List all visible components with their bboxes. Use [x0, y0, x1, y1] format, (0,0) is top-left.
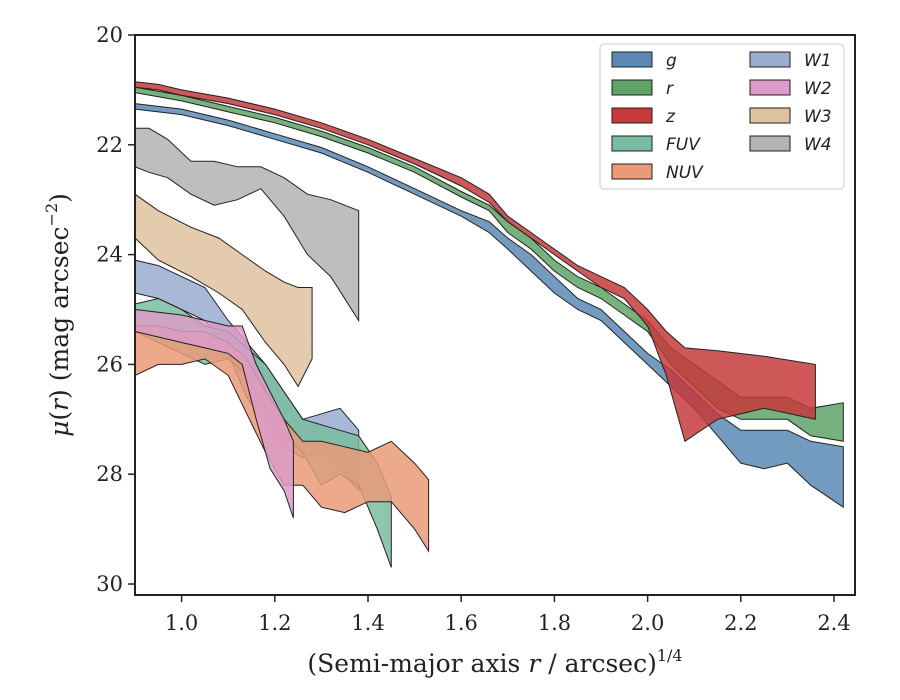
x-tick-label: 2.4 — [817, 611, 850, 635]
x-tick-label: 1.6 — [445, 611, 478, 635]
legend-swatch — [611, 51, 653, 68]
legend-swatch — [749, 79, 791, 96]
legend-item-w4: W4 — [749, 135, 832, 155]
legend-item-nuv: NUV — [611, 163, 704, 183]
legend-swatch — [749, 135, 791, 152]
legend-label: NUV — [666, 163, 704, 183]
legend-label: FUV — [666, 135, 701, 155]
y-axis-ticks: 20 22 24 26 28 30 — [96, 23, 135, 596]
x-tick-label: 1.8 — [538, 611, 571, 635]
x-tick-label: 1.0 — [165, 611, 198, 635]
legend-swatch — [749, 51, 791, 68]
legend-item-r: r — [611, 79, 674, 99]
legend-swatch — [611, 107, 653, 124]
legend-swatch — [749, 107, 791, 124]
legend-swatch — [611, 79, 653, 96]
band-w2 — [135, 308, 294, 519]
x-tick-label: 2.0 — [631, 611, 664, 635]
y-tick-label: 20 — [96, 23, 123, 47]
legend-label: W3 — [804, 107, 832, 127]
band-w4 — [135, 127, 360, 323]
band-z — [135, 81, 816, 443]
x-tick-label: 2.2 — [724, 611, 757, 635]
legend-label: g — [666, 51, 677, 71]
legend-label: z — [665, 107, 676, 127]
y-tick-label: 26 — [96, 352, 123, 376]
legend-swatch — [611, 135, 653, 152]
legend-label: W1 — [804, 51, 832, 71]
legend-swatch — [611, 163, 653, 180]
plot-frame — [134, 34, 856, 596]
y-tick-label: 24 — [96, 243, 123, 267]
band-w3 — [135, 193, 313, 388]
y-tick-label: 22 — [96, 133, 123, 157]
legend-item-fuv: FUV — [611, 135, 701, 155]
band-g — [135, 103, 844, 509]
y-tick-label: 30 — [96, 572, 123, 596]
legend-label: W4 — [804, 135, 832, 155]
x-axis-label: (Semi-major axis r / arcsec)1/4 — [307, 646, 682, 678]
legend: grz FUV NUV W1 W2 W3 W4 — [599, 43, 845, 190]
legend-item-w1: W1 — [749, 51, 832, 71]
profile-bands — [135, 81, 844, 568]
y-axis-label: μ(r) (mag arcsec−2) — [42, 193, 74, 437]
legend-item-w3: W3 — [749, 107, 832, 127]
x-tick-label: 1.2 — [258, 611, 291, 635]
x-axis-ticks: 1.0 1.2 1.4 1.6 1.8 2.0 2.2 2.4 — [165, 595, 851, 635]
legend-item-g: g — [611, 51, 677, 71]
legend-label: r — [666, 79, 674, 99]
y-tick-label: 28 — [96, 462, 123, 486]
legend-item-w2: W2 — [749, 79, 832, 99]
legend-label: W2 — [804, 79, 832, 99]
legend-item-z: z — [611, 107, 676, 127]
x-tick-label: 1.4 — [351, 611, 384, 635]
